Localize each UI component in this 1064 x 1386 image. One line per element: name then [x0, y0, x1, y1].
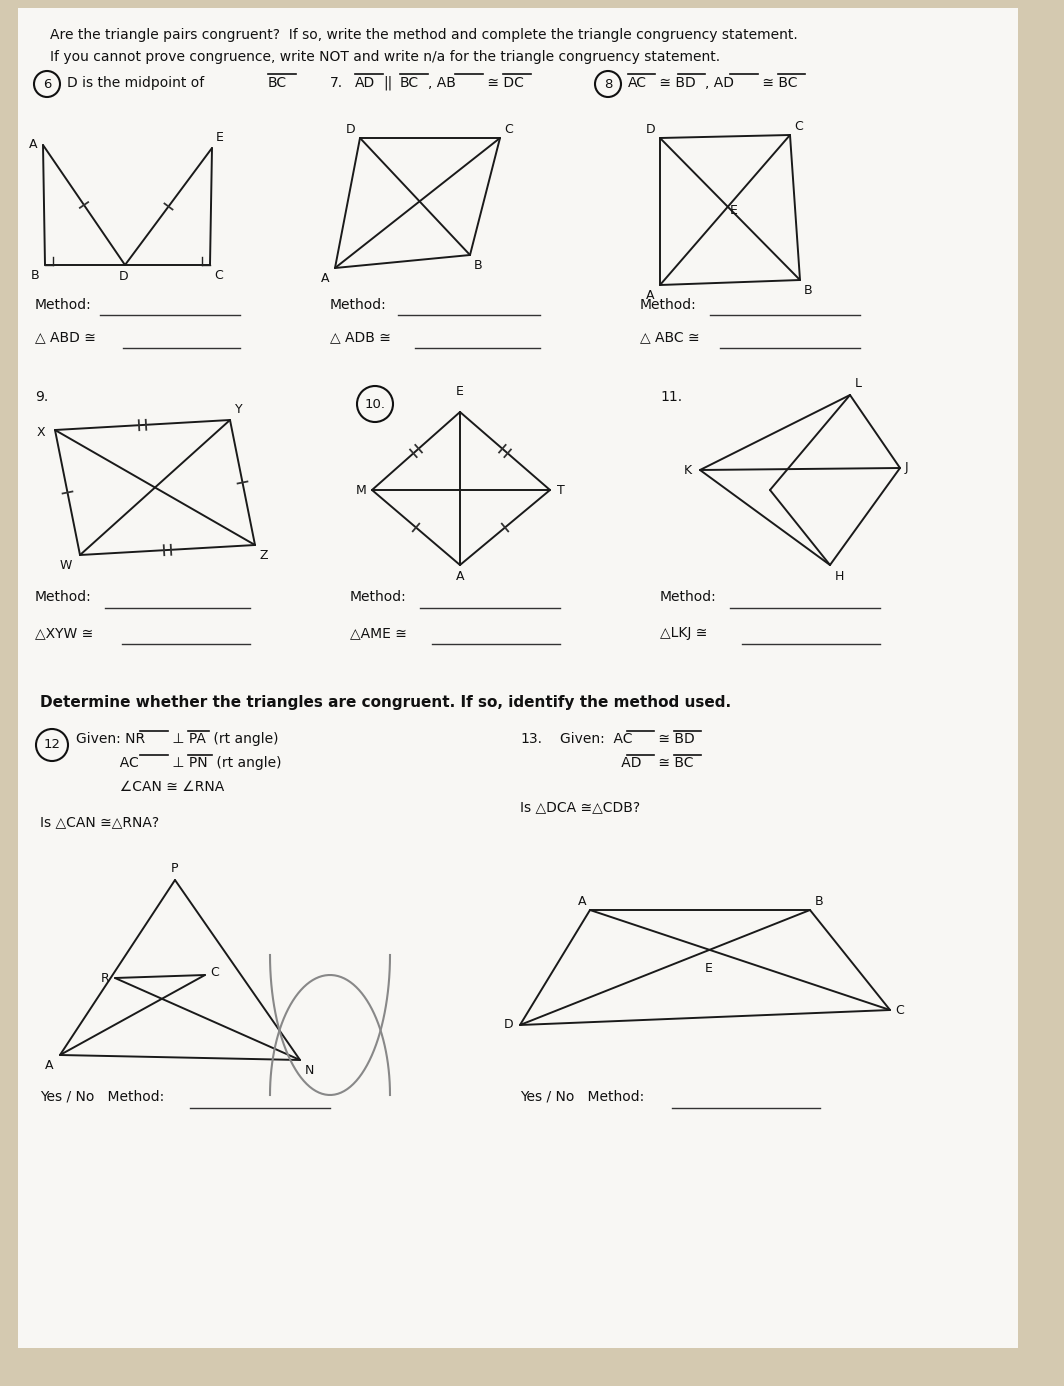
Text: Given: NR: Given: NR: [76, 732, 145, 746]
Text: E: E: [705, 962, 713, 974]
Text: N: N: [305, 1064, 314, 1077]
Text: Is △CAN ≅△RNA?: Is △CAN ≅△RNA?: [40, 815, 160, 829]
Text: △ ADB ≅: △ ADB ≅: [330, 330, 390, 344]
Text: AC: AC: [628, 76, 647, 90]
Text: Method:: Method:: [350, 590, 406, 604]
Text: ⊥ PA: ⊥ PA: [168, 732, 205, 746]
Text: ≅ BD: ≅ BD: [654, 732, 695, 746]
Text: △XYW ≅: △XYW ≅: [35, 626, 94, 640]
Text: D is the midpoint of: D is the midpoint of: [67, 76, 209, 90]
Text: M: M: [356, 484, 367, 496]
Text: C: C: [210, 966, 219, 980]
Text: X: X: [37, 426, 46, 438]
Text: BC: BC: [400, 76, 419, 90]
Text: ≅ DC: ≅ DC: [483, 76, 523, 90]
Text: A: A: [45, 1059, 53, 1071]
Text: A: A: [29, 139, 37, 151]
Text: K: K: [684, 463, 692, 477]
Text: 10.: 10.: [365, 398, 385, 410]
Text: E: E: [730, 204, 737, 216]
Text: △LKJ ≅: △LKJ ≅: [660, 626, 708, 640]
Text: C: C: [794, 121, 802, 133]
Text: T: T: [556, 484, 565, 496]
Text: 11.: 11.: [660, 389, 682, 403]
Text: W: W: [60, 559, 72, 572]
Text: D: D: [346, 123, 355, 136]
Text: AD: AD: [355, 76, 376, 90]
Text: P: P: [171, 862, 179, 875]
Text: 6: 6: [43, 78, 51, 90]
Text: ∠CAN ≅ ∠RNA: ∠CAN ≅ ∠RNA: [76, 780, 225, 794]
Text: B: B: [473, 259, 483, 272]
Text: Method:: Method:: [330, 298, 386, 312]
Text: ≅ BC: ≅ BC: [758, 76, 798, 90]
Text: BC: BC: [268, 76, 287, 90]
Text: C: C: [214, 269, 222, 281]
Text: 8: 8: [603, 78, 612, 90]
Text: A: A: [646, 290, 654, 302]
Text: C: C: [895, 1003, 903, 1016]
Text: E: E: [456, 385, 464, 398]
Text: J: J: [905, 462, 909, 474]
Text: ≅ BC: ≅ BC: [654, 755, 694, 771]
Text: Y: Y: [235, 403, 243, 416]
Text: 7.: 7.: [330, 76, 343, 90]
Text: A: A: [578, 895, 586, 908]
Text: △AME ≅: △AME ≅: [350, 626, 406, 640]
Text: Determine whether the triangles are congruent. If so, identify the method used.: Determine whether the triangles are cong…: [40, 694, 731, 710]
Text: B: B: [804, 284, 813, 297]
Text: (rt angle): (rt angle): [209, 732, 279, 746]
Text: (rt angle): (rt angle): [212, 755, 282, 771]
Text: ||: ||: [383, 76, 393, 90]
Text: Given:  AC: Given: AC: [560, 732, 632, 746]
Text: A: A: [321, 272, 330, 286]
FancyBboxPatch shape: [18, 8, 1018, 1349]
Text: Method:: Method:: [660, 590, 717, 604]
Text: , AB: , AB: [428, 76, 455, 90]
Text: If you cannot prove congruence, write NOT and write n/a for the triangle congrue: If you cannot prove congruence, write NO…: [50, 50, 720, 64]
Text: Method:: Method:: [641, 298, 697, 312]
Text: C: C: [504, 123, 513, 136]
Text: Is △DCA ≅△CDB?: Is △DCA ≅△CDB?: [520, 800, 641, 814]
Text: H: H: [835, 570, 845, 584]
Text: B: B: [31, 269, 39, 281]
Text: △ ABC ≅: △ ABC ≅: [641, 330, 700, 344]
Text: , AD: , AD: [705, 76, 734, 90]
Text: A: A: [455, 570, 464, 584]
Text: Yes / No   Method:: Yes / No Method:: [40, 1089, 164, 1105]
Text: D: D: [646, 123, 655, 136]
Text: 12: 12: [44, 739, 61, 751]
Text: AC: AC: [76, 755, 138, 771]
Text: AD: AD: [560, 755, 642, 771]
Text: △ ABD ≅: △ ABD ≅: [35, 330, 96, 344]
Text: Z: Z: [260, 549, 268, 561]
Text: 13.: 13.: [520, 732, 542, 746]
Text: 9.: 9.: [35, 389, 48, 403]
Text: E: E: [216, 132, 223, 144]
Text: D: D: [119, 270, 129, 283]
Text: R: R: [101, 972, 110, 984]
Text: B: B: [815, 895, 824, 908]
Text: L: L: [855, 377, 862, 389]
Text: ≅ BD: ≅ BD: [655, 76, 696, 90]
Text: Method:: Method:: [35, 298, 92, 312]
Text: ⊥ PN: ⊥ PN: [168, 755, 207, 771]
Text: Method:: Method:: [35, 590, 92, 604]
Text: Are the triangle pairs congruent?  If so, write the method and complete the tria: Are the triangle pairs congruent? If so,…: [50, 28, 798, 42]
Text: Yes / No   Method:: Yes / No Method:: [520, 1089, 644, 1105]
Text: D: D: [504, 1019, 514, 1031]
